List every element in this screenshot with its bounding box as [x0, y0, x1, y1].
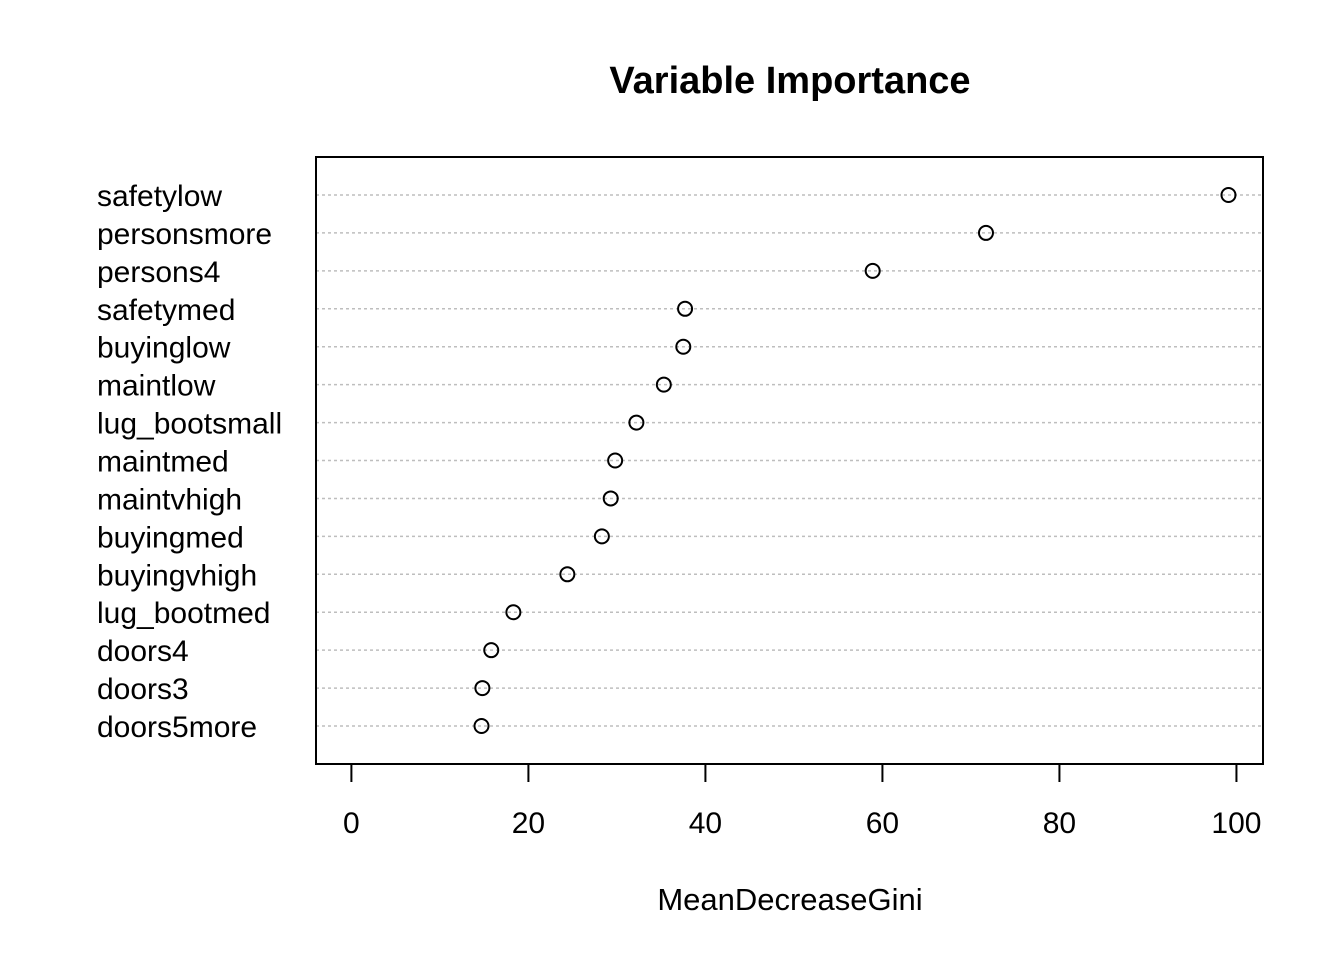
chart-title: Variable Importance [609, 60, 970, 102]
x-tick-label: 60 [866, 807, 899, 840]
data-point [977, 224, 994, 241]
category-label: maintmed [97, 446, 229, 479]
category-label: doors5more [97, 711, 257, 744]
data-point [593, 528, 610, 545]
category-label: maintlow [97, 370, 216, 403]
x-tick-label: 40 [689, 807, 722, 840]
x-tick-label: 100 [1211, 807, 1261, 840]
data-points [473, 187, 1237, 735]
category-labels: safetylow personsmore persons4 safetymed buy… [97, 180, 282, 744]
category-label: safetymed [97, 294, 235, 327]
category-label: lug_bootsmall [97, 408, 282, 441]
data-point [474, 680, 491, 697]
category-label: safetylow [97, 180, 222, 213]
category-label: doors3 [97, 673, 189, 706]
data-point [607, 452, 624, 469]
category-label: personsmore [97, 218, 272, 251]
x-tick-label: 20 [512, 807, 545, 840]
data-point [1220, 187, 1237, 203]
data-point [602, 490, 619, 507]
data-point [677, 300, 694, 317]
data-point [505, 604, 522, 621]
x-axis: 0 20 40 60 80 100 [343, 763, 1261, 840]
data-point [864, 262, 881, 279]
category-label: buyinglow [97, 332, 231, 365]
category-label: persons4 [97, 256, 220, 289]
data-point [559, 566, 576, 583]
data-point [628, 414, 645, 431]
category-label: buyingvhigh [97, 559, 257, 592]
x-axis-label: MeanDecreaseGini [657, 882, 922, 917]
grid-lines [316, 194, 1263, 727]
category-label: buyingmed [97, 521, 244, 554]
x-tick-label: 80 [1043, 807, 1076, 840]
x-tick-label: 0 [343, 807, 360, 840]
category-label: doors4 [97, 635, 189, 668]
category-label: lug_bootmed [97, 597, 270, 630]
data-point [675, 338, 692, 355]
data-point [655, 376, 672, 393]
category-label: maintvhigh [97, 483, 242, 516]
data-point [483, 642, 500, 659]
data-point [473, 718, 490, 735]
